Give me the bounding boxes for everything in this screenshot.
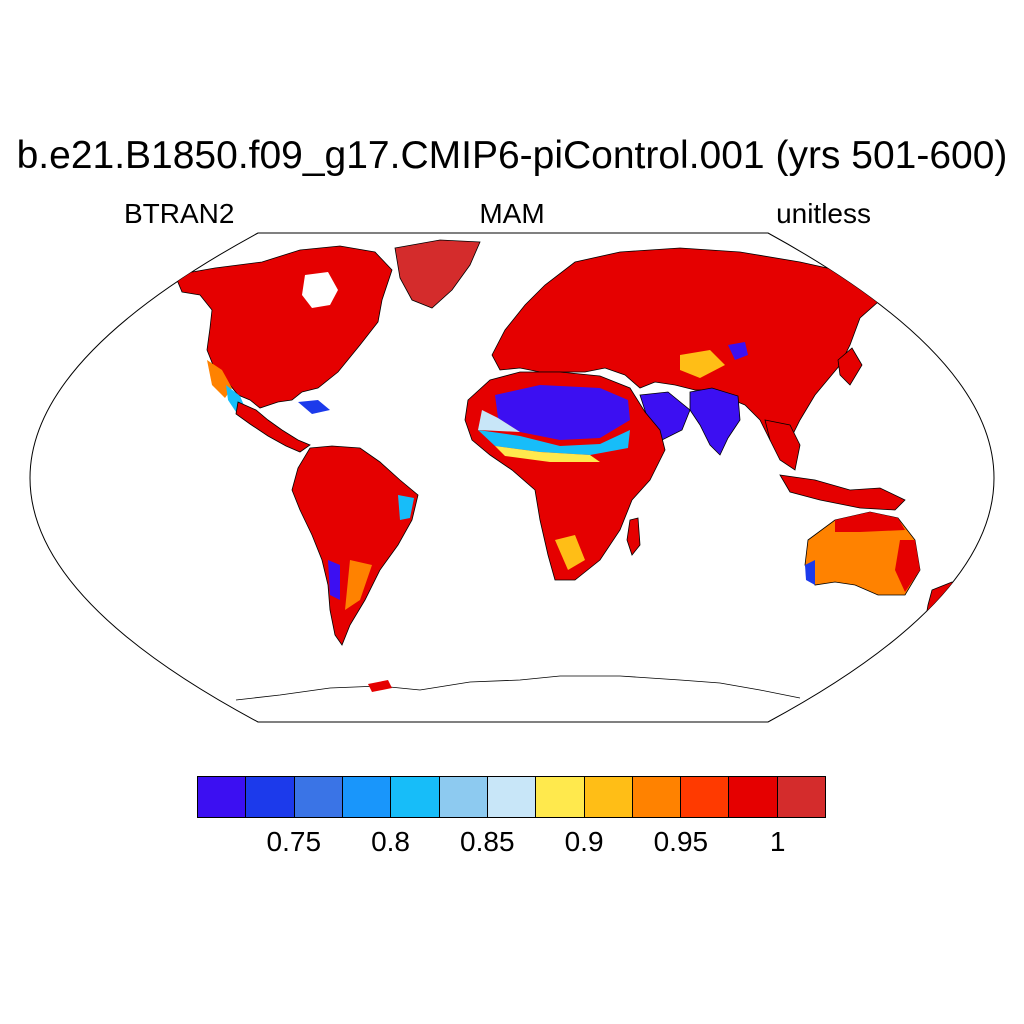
map-title: b.e21.B1850.f09_g17.CMIP6-piControl.001 …	[16, 134, 1008, 177]
colorbar-cell	[342, 777, 392, 817]
variable-label: BTRAN2	[124, 198, 235, 229]
colorbar-cell	[294, 777, 343, 817]
land-sahel-blue	[478, 430, 630, 455]
colorbar-tick-label: 0.9	[564, 826, 604, 857]
colorbar-tick-label: 1	[769, 826, 786, 857]
land-south-america-semi-dry	[345, 560, 372, 610]
colorbar-cell	[632, 777, 682, 817]
colorbar-cell	[584, 777, 633, 817]
land-australia-southwest	[805, 560, 815, 585]
land-antarctic-peninsula	[368, 680, 392, 692]
colorbar-cell	[681, 777, 730, 817]
land-australia-east	[895, 540, 920, 592]
land-south-america-dry-patagonia	[328, 560, 340, 600]
land-central-asia-dry	[680, 350, 725, 378]
land-north-america-dry-west	[207, 360, 232, 398]
colorbar-cell	[198, 777, 247, 817]
land-south-america-dry-northeast	[398, 495, 414, 520]
colorbar-tick-label: 0.95	[653, 826, 709, 857]
land-north-america-hudson	[302, 272, 338, 308]
colorbar-cell	[729, 777, 778, 817]
land-madagascar	[626, 517, 641, 556]
land-australia-north	[835, 512, 905, 532]
land-kalahari	[555, 535, 585, 570]
land-antarctica	[235, 675, 801, 701]
land-south-america	[291, 445, 419, 646]
colorbar-cell	[246, 777, 295, 817]
land-north-america	[174, 245, 393, 409]
land-indonesia	[779, 474, 906, 511]
colorbar	[197, 776, 826, 818]
colorbar-cell	[487, 777, 537, 817]
colorbar-tick-label: 0.8	[371, 826, 410, 857]
land-sahel-yellow	[495, 446, 600, 462]
season-label: MAM	[479, 198, 545, 229]
colorbar-cell	[777, 777, 826, 817]
land-caribbean	[298, 400, 330, 414]
land-japan	[837, 347, 863, 386]
units-label: unitless	[776, 198, 871, 229]
colorbar-tick-labels: 0.75 0.8 0.85 0.9 0.95 1	[197, 826, 826, 862]
colorbar-cell	[391, 777, 440, 817]
land-sahara	[495, 385, 630, 440]
colorbar-cell	[439, 777, 488, 817]
land-central-america	[235, 401, 311, 453]
colorbar-tick-label: 0.85	[460, 826, 515, 857]
land-central-asia-very-dry	[728, 342, 748, 360]
land-india	[689, 387, 741, 456]
land-southeast-asia	[764, 419, 801, 471]
colorbar-tick-label: 0.75	[266, 826, 322, 857]
land-sahel-pale	[478, 410, 520, 432]
colorbar-cell	[536, 777, 585, 817]
land-greenland	[394, 239, 481, 309]
